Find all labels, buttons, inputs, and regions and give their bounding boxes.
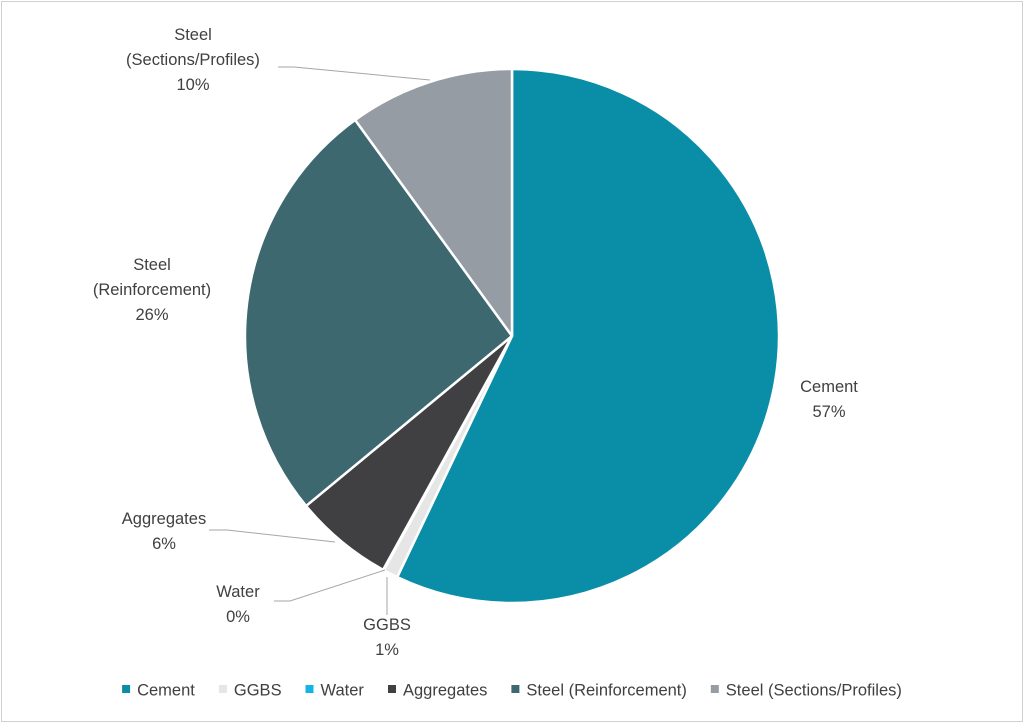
legend-item-water[interactable]: Water: [305, 682, 365, 700]
legend-item-cement[interactable]: Cement: [122, 682, 195, 700]
legend-item-steel-sections-profiles[interactable]: Steel (Sections/Profiles): [710, 682, 902, 700]
legend: Cement GGBS Water Aggregates Steel (Reinforc…: [122, 682, 902, 700]
legend-label-steel-reinforcement: Steel (Reinforcement): [526, 682, 686, 700]
leader-lines: [209, 66, 431, 615]
legend-swatch-steel-reinforcement: [511, 685, 520, 693]
data-label-cement: Cement 57%: [800, 378, 858, 421]
pie-slices: [243, 67, 781, 605]
slice-steel-sections-profiles[interactable]: [353, 67, 514, 338]
leader-line-water: [274, 569, 386, 602]
data-labels: Cement 57% GGBS 1% Water 0%Aggregates 6% Steel(…: [93, 26, 858, 659]
legend-swatch-aggregates: [388, 685, 396, 693]
legend-item-aggregates[interactable]: Aggregates: [388, 682, 487, 700]
legend-label-steel-sections-profiles: Steel (Sections/Profiles): [726, 682, 902, 700]
data-label-steel-reinforcement: Steel (Reinforcement) 26%: [93, 256, 211, 324]
legend-swatch-water: [305, 685, 314, 693]
legend-label-cement: Cement: [137, 682, 195, 700]
data-label-aggregates: Aggregates 6%: [122, 510, 206, 553]
legend-item-steel-reinforcement[interactable]: Steel (Reinforcement): [511, 682, 687, 700]
legend-swatch-steel-sections-profiles: [710, 685, 719, 693]
slice-steel-reinforcement[interactable]: [243, 118, 514, 508]
slice-cement[interactable]: [395, 67, 781, 605]
legend-label-aggregates: Aggregates: [403, 682, 487, 700]
legend-item-ggbs[interactable]: GGBS: [218, 682, 282, 700]
data-label-ggbs: GGBS 1%: [363, 616, 411, 659]
data-label-steel-sections-profiles: Steel (Sections/Profiles) 10%: [126, 26, 260, 94]
legend-label-water: Water: [321, 682, 365, 700]
legend-swatch-ggbs: [218, 685, 227, 693]
leader-line-aggregates: [209, 529, 336, 543]
legend-swatch-cement: [122, 685, 131, 693]
leader-line-steel-sections-profiles: [278, 66, 431, 81]
legend-label-ggbs: GGBS: [234, 682, 282, 700]
data-label-water: Water 0%: [216, 583, 260, 626]
